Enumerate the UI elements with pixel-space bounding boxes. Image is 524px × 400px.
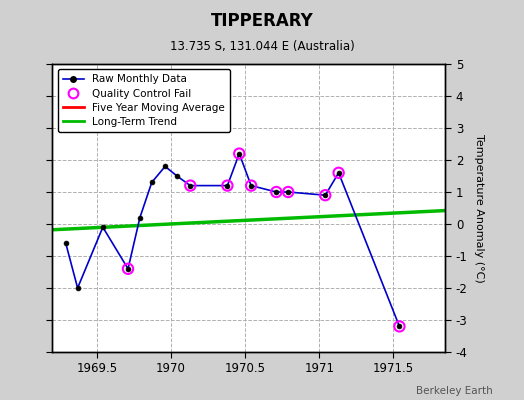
- Point: [223, 182, 232, 189]
- Point: [395, 323, 403, 330]
- Point: [284, 189, 292, 195]
- Point: [334, 170, 343, 176]
- Point: [186, 182, 194, 189]
- Point: [321, 192, 330, 198]
- Point: [235, 150, 244, 157]
- Point: [272, 189, 280, 195]
- Legend: Raw Monthly Data, Quality Control Fail, Five Year Moving Average, Long-Term Tren: Raw Monthly Data, Quality Control Fail, …: [58, 69, 230, 132]
- Point: [247, 182, 255, 189]
- Text: TIPPERARY: TIPPERARY: [211, 12, 313, 30]
- Text: Berkeley Earth: Berkeley Earth: [416, 386, 493, 396]
- Y-axis label: Temperature Anomaly (°C): Temperature Anomaly (°C): [474, 134, 484, 282]
- Text: 13.735 S, 131.044 E (Australia): 13.735 S, 131.044 E (Australia): [170, 40, 354, 53]
- Point: [124, 266, 132, 272]
